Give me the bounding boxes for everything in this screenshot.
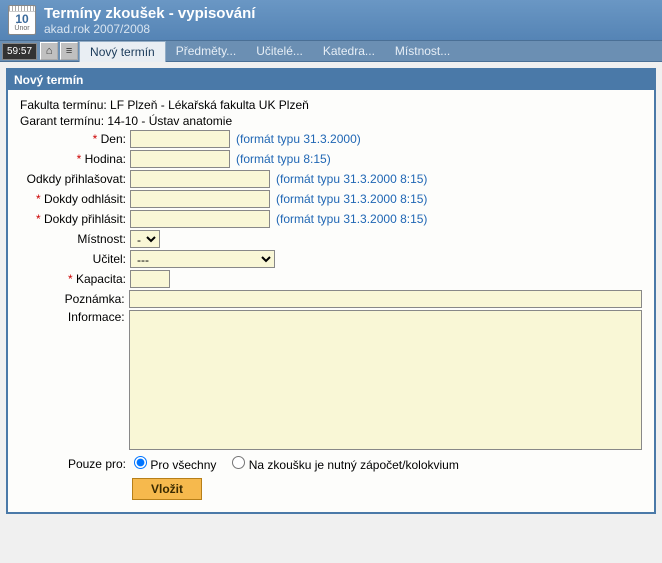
tab-mistnost[interactable]: Místnost... xyxy=(385,41,460,61)
fakulta-value: LF Plzeň - Lékařská fakulta UK Plzeň xyxy=(110,98,309,112)
informace-textarea[interactable] xyxy=(129,310,642,450)
main-panel: Nový termín Fakulta termínu: LF Plzeň - … xyxy=(6,68,656,514)
garant-line: Garant termínu: 14-10 - Ústav anatomie xyxy=(20,114,642,128)
tab-ucitele[interactable]: Učitelé... xyxy=(246,41,313,61)
informace-label: Informace: xyxy=(68,310,125,324)
toolbar: 59:57 ⌂ ≡ Nový termín Předměty... Učitel… xyxy=(0,40,662,62)
page-title: Termíny zkoušek - vypisování xyxy=(44,5,255,22)
tab-katedra[interactable]: Katedra... xyxy=(313,41,385,61)
hodina-hint: (formát typu 8:15) xyxy=(236,152,331,166)
dokdy-odh-input[interactable] xyxy=(130,190,270,208)
odkdy-hint: (formát typu 31.3.2000 8:15) xyxy=(276,172,427,186)
hodina-input[interactable] xyxy=(130,150,230,168)
dokdy-pri-input[interactable] xyxy=(130,210,270,228)
odkdy-input[interactable] xyxy=(130,170,270,188)
garant-label: Garant termínu: xyxy=(20,114,104,128)
kapacita-label: Kapacita: xyxy=(76,272,126,286)
clock: 59:57 xyxy=(2,43,37,60)
den-input[interactable] xyxy=(130,130,230,148)
mistnost-label: Místnost: xyxy=(77,232,126,246)
submit-button[interactable]: Vložit xyxy=(132,478,202,500)
fakulta-label: Fakulta termínu: xyxy=(20,98,107,112)
dokdy-odh-hint: (formát typu 31.3.2000 8:15) xyxy=(276,192,427,206)
den-hint: (formát typu 31.3.2000) xyxy=(236,132,361,146)
radio-nutny-zapocet[interactable]: Na zkoušku je nutný zápočet/kolokvium xyxy=(232,456,458,472)
list-button[interactable]: ≡ xyxy=(60,42,78,60)
calendar-icon: 10 Únor xyxy=(8,5,36,35)
form-area: Fakulta termínu: LF Plzeň - Lékařská fak… xyxy=(8,90,654,512)
page-subtitle: akad.rok 2007/2008 xyxy=(44,22,255,36)
dokdy-odh-label: Dokdy odhlásit: xyxy=(44,192,126,206)
dokdy-pri-hint: (formát typu 31.3.2000 8:15) xyxy=(276,212,427,226)
ucitel-label: Učitel: xyxy=(93,252,126,266)
tab-novy-termin[interactable]: Nový termín xyxy=(79,41,166,62)
tab-predmety[interactable]: Předměty... xyxy=(166,41,246,61)
radio-pro-vsechny[interactable]: Pro všechny xyxy=(134,456,216,472)
calendar-day: 10 xyxy=(15,13,28,25)
fakulta-line: Fakulta termínu: LF Plzeň - Lékařská fak… xyxy=(20,98,642,112)
panel-title: Nový termín xyxy=(8,70,654,90)
garant-value: 14-10 - Ústav anatomie xyxy=(107,114,232,128)
poznamka-input[interactable] xyxy=(129,290,642,308)
mistnost-select[interactable]: --- xyxy=(130,230,160,248)
poznamka-label: Poznámka: xyxy=(65,292,125,306)
calendar-month: Únor xyxy=(14,25,29,32)
pouzepro-label: Pouze pro: xyxy=(68,457,126,471)
home-button[interactable]: ⌂ xyxy=(40,42,58,60)
kapacita-input[interactable] xyxy=(130,270,170,288)
den-label: Den: xyxy=(101,132,126,146)
app-header: 10 Únor Termíny zkoušek - vypisování aka… xyxy=(0,0,662,40)
hodina-label: Hodina: xyxy=(85,152,126,166)
ucitel-select[interactable]: --- xyxy=(130,250,275,268)
dokdy-pri-label: Dokdy přihlásit: xyxy=(44,212,126,226)
odkdy-label: Odkdy přihlašovat: xyxy=(27,172,126,186)
